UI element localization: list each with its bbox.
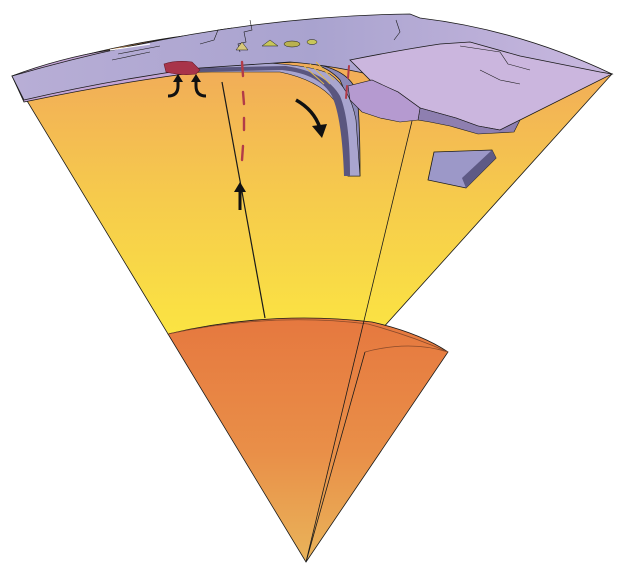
detached-slab-side bbox=[462, 150, 496, 188]
magma-dike bbox=[240, 60, 246, 162]
accretionary-wedge bbox=[303, 61, 335, 85]
continental-root bbox=[347, 79, 421, 123]
island-volcano-2 bbox=[283, 40, 301, 48]
core-inner-edge-line bbox=[364, 345, 449, 353]
section-edge-line-right bbox=[305, 95, 419, 563]
ridge-upwelling-arrow-right bbox=[191, 74, 207, 98]
ridge-segment-b bbox=[109, 43, 151, 51]
island-volcano-1 bbox=[261, 39, 279, 47]
mantle-plume-rise-arrow bbox=[234, 182, 246, 210]
ridge-upwelling-arrow-left bbox=[167, 74, 183, 98]
core-layer bbox=[167, 317, 449, 563]
surface-fault-lines bbox=[111, 19, 531, 85]
magma-chamber bbox=[163, 61, 201, 75]
island-volcano-3 bbox=[306, 39, 318, 45]
continental-block-face bbox=[417, 107, 521, 135]
core-center-line bbox=[305, 351, 366, 563]
arc-magma-dike bbox=[345, 65, 350, 99]
section-edge-line-left bbox=[221, 81, 266, 319]
ridge-segment-a bbox=[125, 35, 171, 43]
core-boundary-line bbox=[167, 319, 449, 353]
subduction-arrow bbox=[295, 98, 327, 138]
arc-volcano-peak bbox=[235, 41, 249, 51]
